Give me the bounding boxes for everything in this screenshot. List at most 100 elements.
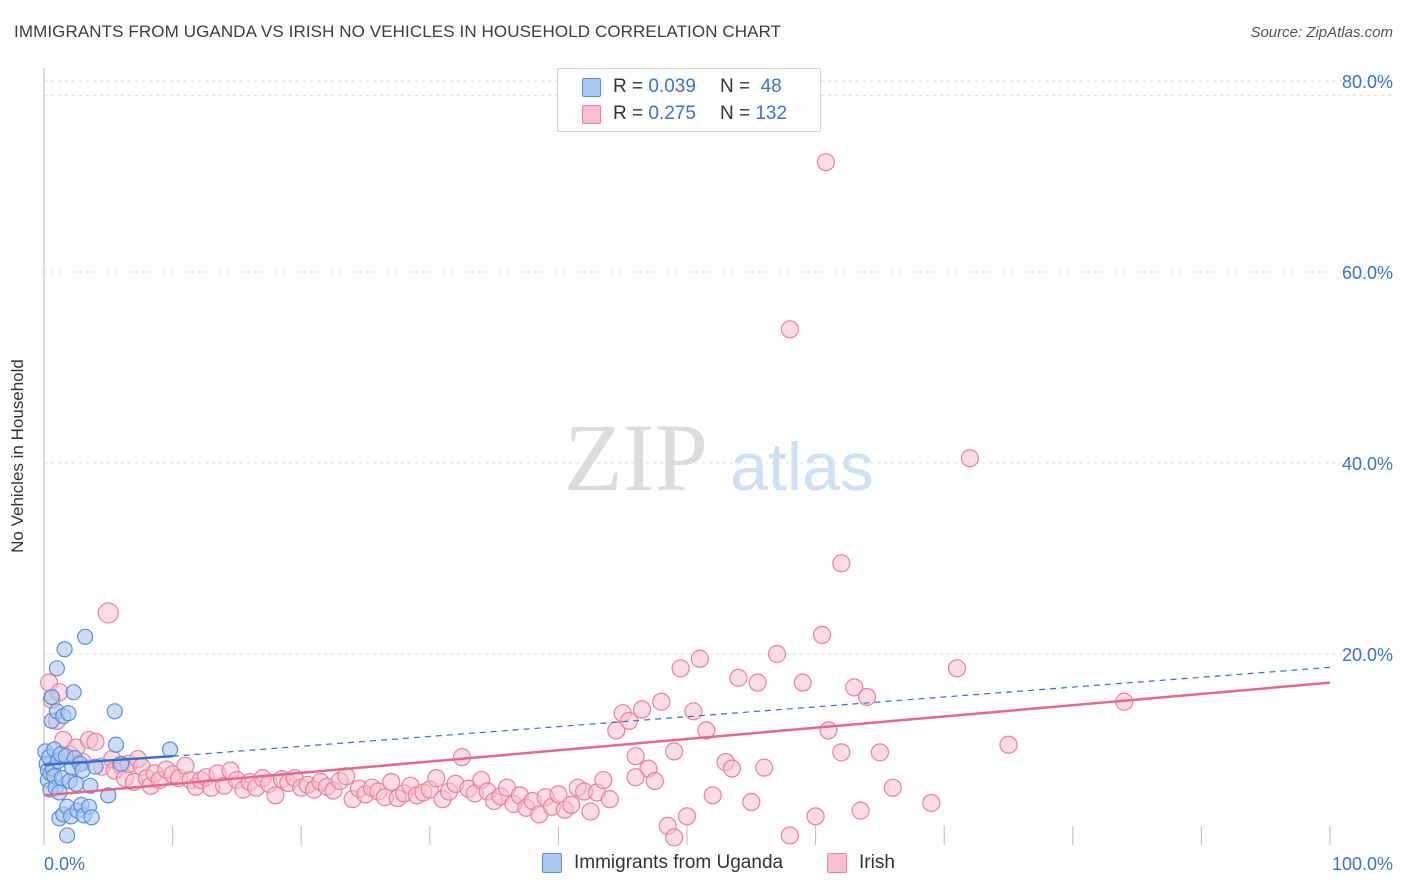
bottom-legend-label: Irish <box>859 852 895 873</box>
y-axis-label: No Vehicles in Household <box>8 359 27 553</box>
uganda-point <box>87 758 104 775</box>
y-tick-label: 40.0% <box>1342 454 1393 474</box>
uganda-point <box>59 827 76 844</box>
axes <box>43 68 1331 845</box>
irish-point <box>851 801 870 820</box>
uganda-point <box>161 741 179 758</box>
irish-point <box>780 320 799 339</box>
uganda-point <box>60 705 77 722</box>
uganda-point <box>56 641 73 658</box>
irish-point <box>632 700 652 719</box>
uganda-trend-line <box>43 754 173 767</box>
irish-points <box>40 153 1134 847</box>
irish-point <box>832 554 851 573</box>
irish-point <box>562 795 581 814</box>
irish-point <box>767 644 787 664</box>
bottom-legend-irish: Irish <box>827 852 895 874</box>
legend-n-label: N = <box>719 103 751 124</box>
watermark: ZIP atlas <box>564 404 874 511</box>
irish-point <box>677 807 697 826</box>
irish-point <box>742 792 761 812</box>
bottom-legend-swatch-blue <box>542 853 562 873</box>
irish-point <box>382 772 401 792</box>
irish-point <box>729 668 748 687</box>
irish-point <box>645 771 664 791</box>
y-tick-label: 80.0% <box>1342 72 1393 92</box>
x-tick-label: 0.0% <box>44 854 85 874</box>
irish-point <box>626 768 645 787</box>
watermark-zip: ZIP <box>564 404 708 511</box>
uganda-point <box>43 688 60 706</box>
bottom-legend-uganda: Immigrants from Uganda <box>542 852 783 874</box>
irish-point <box>594 770 613 790</box>
uganda-point <box>100 787 117 804</box>
irish-point <box>857 687 877 707</box>
irish-point <box>549 785 568 804</box>
legend-row-irish: R = 0.275 N = 132 <box>582 102 787 126</box>
uganda-point <box>65 684 82 701</box>
irish-point <box>626 747 645 766</box>
irish-trend-line <box>43 681 1331 797</box>
irish-point <box>722 759 742 778</box>
legend-r-value: 0.275 <box>648 103 696 124</box>
tick-labels: 20.0% 40.0% 60.0% 80.0% 0.0% 100.0% <box>44 72 1393 874</box>
trend-lines <box>43 666 1331 797</box>
bottom-legend-label: Immigrants from Uganda <box>574 852 784 873</box>
irish-point <box>684 702 703 721</box>
irish-point <box>652 692 671 711</box>
irish-point <box>427 769 446 788</box>
irish-point <box>266 786 285 805</box>
uganda-point <box>48 660 65 677</box>
irish-point <box>703 786 722 805</box>
chart-title: IMMIGRANTS FROM UGANDA VS IRISH NO VEHIC… <box>14 22 782 41</box>
irish-point <box>832 743 851 762</box>
irish-point <box>793 673 812 692</box>
legend-r-label: R = <box>613 76 644 97</box>
irish-point <box>697 721 716 740</box>
uganda-point <box>83 809 100 826</box>
legend-n-label: N = <box>719 76 751 97</box>
correlation-legend: R = 0.039 N = 48 R = 0.275 N = 132 <box>557 68 821 132</box>
source-credit: Source: ZipAtlas.com <box>1250 24 1393 41</box>
irish-point <box>671 659 690 678</box>
bottom-legend-swatch-pink <box>827 853 847 873</box>
uganda-point <box>77 628 94 645</box>
legend-n-value: 48 <box>760 76 782 97</box>
legend-r-label: R = <box>613 103 644 124</box>
legend-swatch-pink <box>582 104 601 124</box>
irish-point <box>870 743 890 762</box>
legend-row-uganda: R = 0.039 N = 48 <box>582 75 782 99</box>
irish-point <box>812 625 832 645</box>
irish-point <box>999 735 1018 754</box>
irish-point <box>819 721 838 740</box>
irish-point <box>845 678 864 697</box>
y-tick-label: 60.0% <box>1342 263 1393 283</box>
irish-point <box>806 807 825 826</box>
watermark-atlas: atlas <box>730 429 874 505</box>
irish-point <box>947 659 967 678</box>
irish-point <box>922 793 941 813</box>
uganda-points <box>37 628 179 844</box>
legend-swatch-blue <box>582 77 601 97</box>
irish-point <box>86 732 105 751</box>
uganda-point <box>82 777 99 794</box>
irish-point <box>883 778 902 797</box>
irish-point <box>960 449 980 468</box>
uganda-point <box>68 775 85 792</box>
irish-point <box>665 828 684 847</box>
irish-point <box>748 673 767 692</box>
irish-point <box>665 742 684 761</box>
irish-point <box>690 649 709 668</box>
irish-point <box>600 790 619 809</box>
x-tick-label: 100.0% <box>1332 854 1393 874</box>
irish-point <box>780 826 799 845</box>
legend-n-value: 132 <box>755 103 788 124</box>
irish-point <box>97 602 119 624</box>
uganda-point <box>106 703 123 720</box>
irish-point <box>755 758 774 777</box>
grid-lines <box>44 80 1392 655</box>
irish-point <box>581 802 600 821</box>
y-tick-label: 20.0% <box>1342 645 1393 665</box>
legend-r-value: 0.039 <box>648 76 696 97</box>
